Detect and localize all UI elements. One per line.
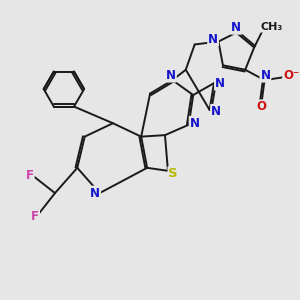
Text: N: N [231, 21, 241, 34]
Text: S: S [169, 167, 178, 180]
Text: O⁻: O⁻ [283, 69, 299, 82]
Text: CH₃: CH₃ [260, 22, 283, 32]
Text: N: N [190, 117, 200, 130]
Text: N: N [166, 69, 176, 82]
Text: N: N [211, 105, 221, 118]
Text: F: F [31, 210, 39, 224]
Text: N: N [90, 187, 100, 200]
Text: F: F [26, 169, 34, 182]
Text: N: N [215, 76, 225, 90]
Text: O: O [256, 100, 266, 113]
Text: N: N [208, 33, 218, 46]
Text: N: N [260, 69, 270, 82]
